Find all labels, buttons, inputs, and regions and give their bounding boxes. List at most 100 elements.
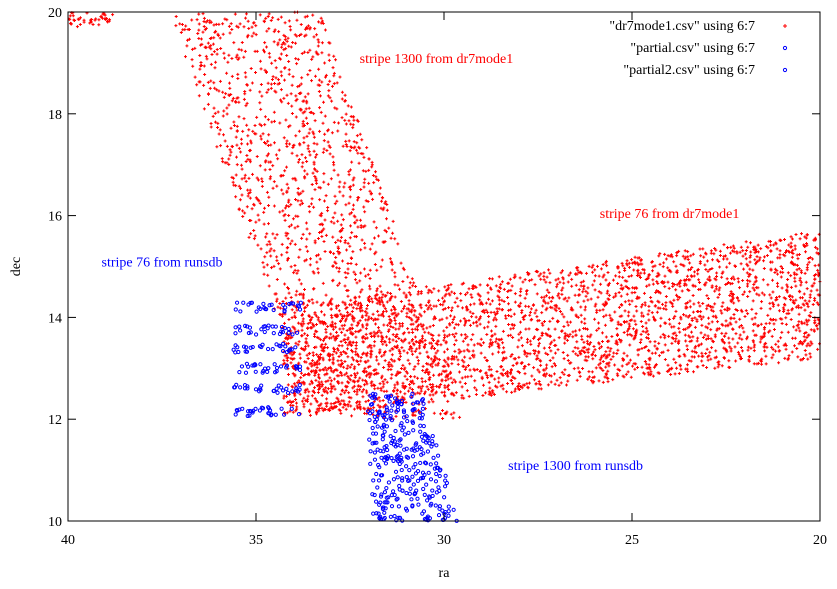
- data-point: [360, 309, 364, 313]
- data-point: [225, 161, 229, 165]
- data-point: [318, 356, 322, 360]
- data-point: [517, 387, 521, 391]
- data-point: [695, 339, 699, 343]
- data-point: [267, 204, 271, 208]
- data-point: [359, 359, 363, 363]
- data-point: [569, 320, 573, 324]
- data-point: [272, 110, 276, 114]
- data-point: [263, 123, 267, 127]
- data-point: [535, 292, 539, 296]
- y-tick-label: 12: [48, 413, 62, 428]
- data-point: [803, 349, 807, 353]
- data-point: [696, 365, 700, 369]
- data-point: [795, 347, 799, 351]
- data-point: [659, 316, 663, 320]
- chart-annotation: stripe 76 from dr7mode1: [600, 207, 740, 222]
- data-point: [263, 255, 267, 259]
- data-point: [521, 316, 525, 320]
- data-point: [383, 351, 387, 355]
- data-point: [446, 509, 451, 514]
- data-point: [352, 389, 356, 393]
- data-point: [449, 392, 453, 396]
- data-point: [383, 506, 388, 511]
- data-point: [370, 409, 375, 414]
- data-point: [330, 405, 334, 409]
- data-point: [459, 333, 463, 337]
- data-point: [388, 337, 392, 341]
- data-point: [731, 327, 735, 331]
- data-point: [806, 357, 810, 361]
- data-point: [366, 296, 370, 300]
- data-point: [561, 276, 565, 280]
- data-point: [349, 188, 353, 192]
- data-point: [290, 389, 295, 394]
- data-point: [395, 392, 399, 396]
- data-point: [385, 410, 390, 415]
- data-point: [232, 120, 236, 124]
- data-point: [295, 271, 299, 275]
- data-point: [418, 423, 423, 428]
- data-point: [537, 370, 541, 374]
- data-point: [371, 174, 375, 178]
- data-point: [451, 333, 455, 337]
- data-point: [311, 13, 315, 17]
- data-point: [601, 308, 605, 312]
- data-point: [816, 268, 820, 272]
- data-point: [386, 480, 392, 485]
- data-point: [357, 145, 361, 149]
- data-point: [457, 370, 461, 374]
- data-point: [370, 384, 374, 388]
- data-point: [396, 370, 400, 374]
- data-point: [700, 342, 704, 346]
- data-point: [452, 357, 456, 361]
- data-point: [245, 384, 250, 389]
- data-point: [306, 397, 310, 401]
- data-point: [445, 347, 449, 351]
- data-point: [240, 41, 244, 45]
- data-point: [281, 299, 285, 303]
- data-point: [653, 340, 657, 344]
- data-point: [234, 173, 238, 177]
- data-point: [421, 369, 425, 373]
- data-point: [389, 440, 394, 446]
- data-point: [474, 315, 478, 319]
- data-point: [392, 492, 397, 498]
- data-point: [286, 356, 290, 360]
- data-point: [706, 336, 710, 340]
- data-point: [693, 346, 697, 350]
- data-point: [282, 412, 287, 417]
- data-point: [373, 252, 377, 256]
- data-point: [706, 277, 710, 281]
- data-point: [289, 92, 293, 96]
- data-point: [258, 362, 263, 367]
- data-point: [382, 429, 387, 434]
- data-point: [510, 284, 514, 288]
- data-point: [770, 356, 774, 360]
- data-point: [323, 218, 327, 222]
- data-point: [284, 118, 288, 122]
- data-point: [238, 328, 243, 333]
- data-point: [233, 307, 238, 312]
- data-point: [310, 197, 314, 201]
- data-point: [319, 21, 323, 25]
- data-point: [423, 392, 427, 396]
- data-point: [466, 308, 470, 312]
- data-point: [265, 232, 269, 236]
- data-point: [493, 384, 497, 388]
- data-point: [298, 356, 302, 360]
- data-point: [509, 378, 513, 382]
- data-point: [577, 288, 581, 292]
- data-point: [748, 279, 752, 283]
- data-point: [275, 255, 279, 259]
- data-point: [449, 376, 453, 380]
- data-point: [408, 386, 412, 390]
- data-point: [344, 341, 348, 345]
- data-point: [286, 200, 290, 204]
- data-point: [658, 291, 662, 295]
- data-point: [607, 281, 611, 285]
- data-point: [423, 433, 429, 438]
- data-point: [616, 266, 620, 270]
- data-point: [742, 290, 746, 294]
- data-point: [315, 181, 319, 185]
- data-point: [685, 306, 689, 310]
